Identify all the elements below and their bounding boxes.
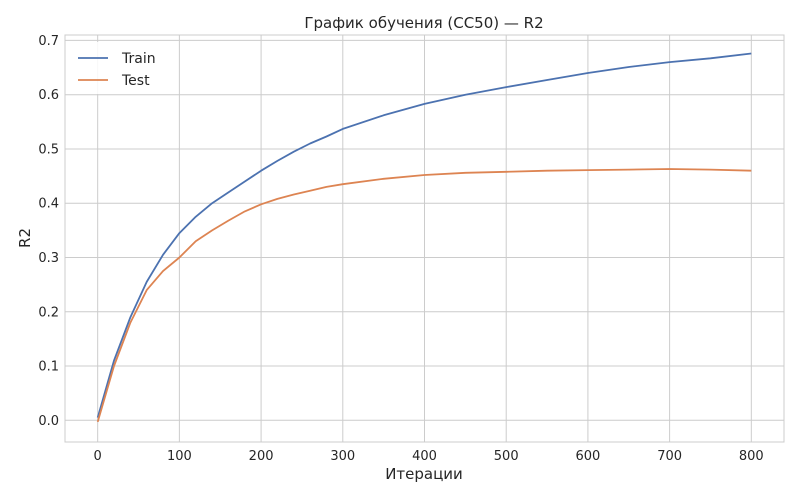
y-tick-label: 0.2 [38,305,59,320]
y-tick-labels: 0.0 0.1 0.2 0.3 0.4 0.5 0.6 0.7 [38,34,59,429]
x-tick-label: 400 [412,449,437,464]
x-tick-label: 500 [494,449,519,464]
x-tick-labels: 0 100 200 300 400 500 600 700 800 [94,449,764,464]
series-line-test [96,168,752,423]
y-tick-label: 0.5 [38,142,59,157]
x-tick-label: 100 [167,449,192,464]
y-axis-label: R2 [16,228,34,248]
grid [65,35,784,442]
y-tick-label: 0.3 [38,251,59,266]
legend-train-label: Train [121,51,156,67]
legend-box [70,42,170,94]
x-tick-label: 200 [249,449,274,464]
x-axis-label: Итерации [385,465,463,483]
y-tick-label: 0.4 [38,197,59,212]
series-line-train [96,52,752,418]
x-tick-label: 300 [330,449,355,464]
legend: Train Test [70,42,170,94]
y-tick-label: 0.0 [38,414,59,429]
y-tick-label: 0.1 [38,360,59,375]
y-tick-label: 0.6 [38,88,59,103]
x-tick-label: 700 [657,449,682,464]
x-tick-label: 600 [575,449,600,464]
legend-test-label: Test [121,73,150,89]
chart-title: График обучения (CC50) — R2 [304,14,543,32]
plot-frame [64,34,785,443]
x-tick-label: 0 [94,449,102,464]
series-layer [96,52,752,423]
y-tick-label: 0.7 [38,34,59,49]
x-tick-label: 800 [739,449,764,464]
